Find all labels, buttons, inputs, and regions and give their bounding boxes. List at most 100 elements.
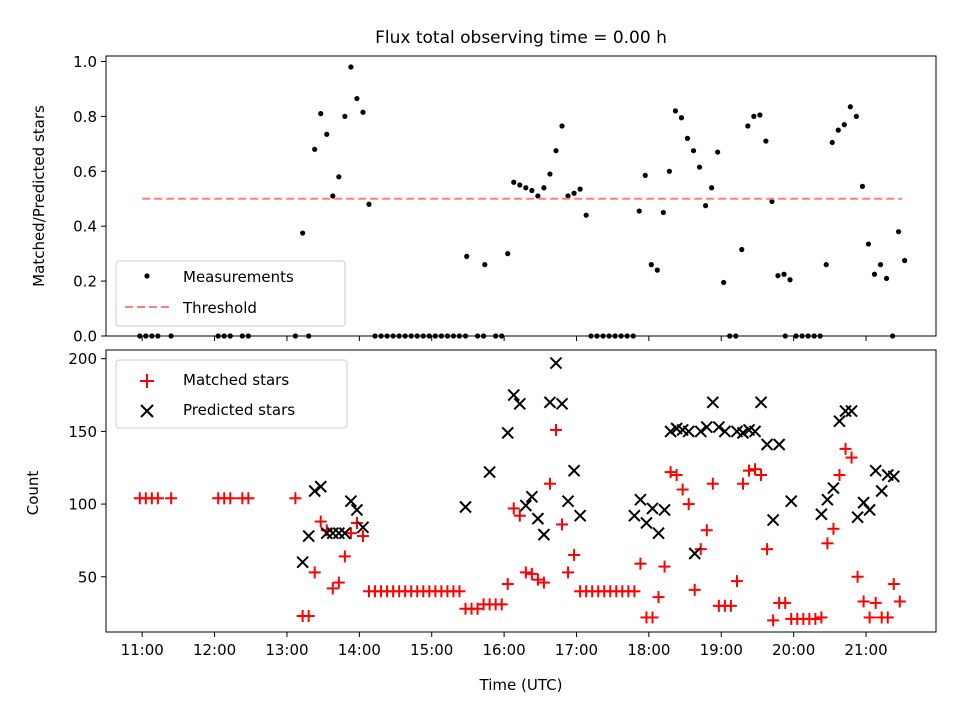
matched-stars-point: [851, 570, 864, 583]
matched-stars-point: [628, 585, 641, 598]
measurement-point: [577, 186, 583, 192]
predicted-stars-point-b: [833, 415, 846, 428]
bottom-y-tick-label: 150: [68, 423, 97, 441]
bottom-legend-box: [115, 359, 348, 429]
matched-stars-point: [543, 477, 556, 490]
predicted-stars-point: [887, 470, 900, 483]
predicted-stars-point: [718, 425, 732, 438]
measurement-point: [853, 113, 859, 119]
measurement-point: [464, 253, 470, 259]
predicted-stars-point-b: [573, 509, 587, 522]
predicted-stars-point: [736, 426, 750, 440]
matched-stars-point: [761, 543, 774, 556]
predicted-stars-point-b: [555, 397, 569, 410]
matched-stars-point: [688, 583, 701, 596]
predicted-stars-point: [754, 396, 768, 409]
measurement-point: [847, 104, 853, 110]
matched-stars-point: [646, 611, 659, 624]
predicted-stars-point-b: [561, 494, 575, 508]
x-tick-label: 19:00: [700, 641, 743, 659]
predicted-stars-point-b: [863, 503, 876, 517]
matched-stars-point: [556, 518, 569, 531]
predicted-stars-point-b: [513, 397, 527, 410]
matched-stars-point: [869, 596, 882, 609]
top-panel: 0.0 0.2 0.4 0.6 0.8 1.0 Matched/Predicted sta…: [30, 53, 937, 346]
predicted-stars-point-b: [658, 503, 671, 517]
top-legend-box: [115, 260, 346, 327]
predicted-stars-point-b: [887, 470, 900, 483]
measurement-point: [318, 111, 324, 117]
predicted-stars-point-b: [845, 404, 858, 418]
measurement-point: [654, 267, 660, 273]
matched-stars-point: [863, 611, 876, 624]
predicted-stars-point: [646, 502, 659, 515]
predicted-stars-point: [628, 509, 641, 522]
predicted-stars-point-b: [772, 438, 786, 451]
predicted-stars-point: [567, 464, 581, 477]
predicted-stars-point-b: [567, 464, 581, 477]
matched-stars-point: [652, 591, 665, 604]
predicted-stars-point: [501, 426, 514, 440]
matched-stars-point: [531, 573, 544, 586]
predicted-stars-point-b: [766, 513, 780, 527]
predicted-stars-point-b: [308, 484, 321, 498]
x-tick-label: 18:00: [627, 641, 670, 659]
matched-stars-point: [821, 537, 834, 550]
predicted-stars-point-b: [851, 510, 864, 524]
matched-stars-point: [224, 492, 237, 505]
matched-stars-point: [344, 527, 357, 540]
measurement-point: [535, 193, 541, 199]
measurement-point: [865, 241, 872, 247]
matched-stars-point: [495, 598, 508, 611]
measurement-point: [678, 115, 685, 121]
measurement-point: [541, 185, 547, 191]
measurement-point: [684, 135, 691, 141]
predicted-stars-point: [555, 397, 569, 410]
measurement-point: [660, 209, 666, 216]
matched-stars-point: [749, 463, 762, 476]
predicted-stars-point-b: [785, 494, 798, 508]
predicted-stars-point: [863, 503, 876, 517]
predicted-stars-point: [766, 513, 780, 527]
predicted-stars-point-b: [736, 426, 750, 440]
x-tick-label: 15:00: [410, 641, 453, 659]
measurement-point: [835, 127, 841, 133]
predicted-stars-point-b: [459, 500, 472, 514]
measurement-point: [505, 251, 511, 257]
matched-stars-point: [356, 530, 369, 543]
predicted-stars-point: [664, 425, 677, 438]
measurement-point: [553, 148, 559, 154]
top-y-tick-label: 0.0: [73, 328, 97, 346]
predicted-stars-point-b: [821, 493, 834, 506]
matched-stars-point: [827, 522, 840, 535]
predicted-stars-point-b: [483, 465, 496, 479]
predicted-stars-point: [326, 526, 340, 540]
legend-matched-marker: [140, 374, 154, 388]
predicted-stars-point-b: [827, 481, 840, 495]
predicted-stars-point: [543, 396, 557, 409]
matched-stars-point: [519, 566, 532, 579]
predicted-stars-point: [350, 503, 364, 517]
x-tick-label: 21:00: [844, 641, 887, 659]
measurement-point: [517, 182, 523, 188]
predicted-stars-point: [537, 528, 551, 541]
bottom-y-tick-label: 50: [78, 568, 97, 586]
matched-stars-point: [501, 578, 514, 591]
measurement-point: [312, 146, 318, 152]
measurement-point: [348, 64, 354, 70]
measurement-point: [696, 164, 703, 170]
matched-stars-point: [881, 611, 894, 624]
matched-stars-point: [767, 614, 780, 627]
matched-stars-point: [314, 515, 327, 528]
measurement-point: [781, 271, 787, 277]
measurement-point: [360, 109, 366, 115]
predicted-stars-point: [845, 404, 858, 418]
matched-stars-point: [350, 516, 363, 529]
bottom-y-tick-label: 200: [68, 350, 97, 368]
predicted-stars-point-b: [344, 494, 358, 508]
bottom-plot-frame: [105, 349, 937, 633]
predicted-stars-point: [483, 465, 496, 479]
matched-stars-point: [670, 469, 683, 482]
measurement-point: [642, 172, 648, 179]
predicted-stars-point: [459, 500, 472, 514]
